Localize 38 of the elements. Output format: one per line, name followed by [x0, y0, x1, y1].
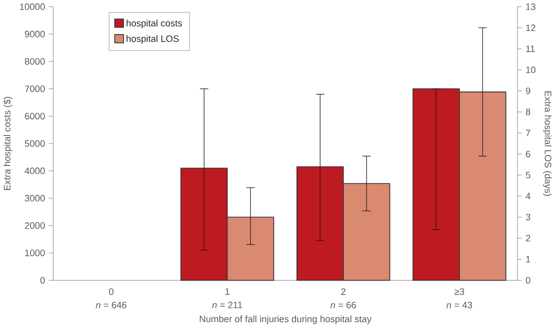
y-tick-label: 8000 [24, 58, 45, 65]
x-tick-label: 1 [225, 288, 230, 295]
y2-tick-label: 7 [526, 130, 530, 136]
y2-tick-label: 6 [526, 150, 530, 158]
x-tick-label: ≥3 [454, 288, 464, 296]
y-tick-label: 5000 [24, 140, 45, 148]
y-tick-label: 2000 [24, 222, 45, 230]
text: n = 43 [446, 302, 472, 309]
y2-tick-label: 2 [526, 235, 530, 242]
y2-tick-label: 9 [526, 88, 530, 94]
y-tick-label: 0 [40, 277, 45, 284]
y-axis-title: Extra hospital costs ($) [3, 97, 12, 190]
y2-tick-label: 3 [526, 214, 530, 221]
y2-axis-title: Extra hospital LOS (days) [542, 92, 552, 196]
y-tick-label: 4000 [24, 168, 45, 174]
y2-tick-label: 10 [526, 66, 536, 74]
y2-tick-label: 8 [526, 108, 530, 116]
y-tick-label: 3000 [24, 195, 45, 202]
y2-tick-label: 5 [526, 172, 530, 179]
y2-tick-label: 11 [526, 46, 535, 52]
x-tick-label: 0 [109, 288, 114, 296]
text: n = 66 [330, 302, 356, 309]
text: n = 646 [96, 302, 126, 309]
y-tick-label: 6000 [24, 113, 45, 120]
legend-label: hospital LOS [126, 35, 179, 44]
y-tick-label: 7000 [24, 86, 45, 92]
legend-label: hospital costs [126, 20, 182, 29]
y2-tick-label: 4 [526, 193, 530, 200]
y2-tick-label: 1 [526, 256, 530, 263]
y2-tick-label: 13 [526, 4, 536, 10]
x-axis-title: Number of fall injuries during hospital stay [200, 316, 372, 324]
y2-tick-label: 12 [526, 24, 536, 32]
y-tick-label: 10000 [20, 4, 45, 10]
y-tick-label: 9000 [24, 31, 45, 38]
y2-tick-label: 0 [526, 277, 530, 284]
x-tick-label: 2 [341, 288, 346, 296]
y-tick-label: 1000 [25, 250, 45, 256]
text: n = 211 [212, 302, 242, 308]
